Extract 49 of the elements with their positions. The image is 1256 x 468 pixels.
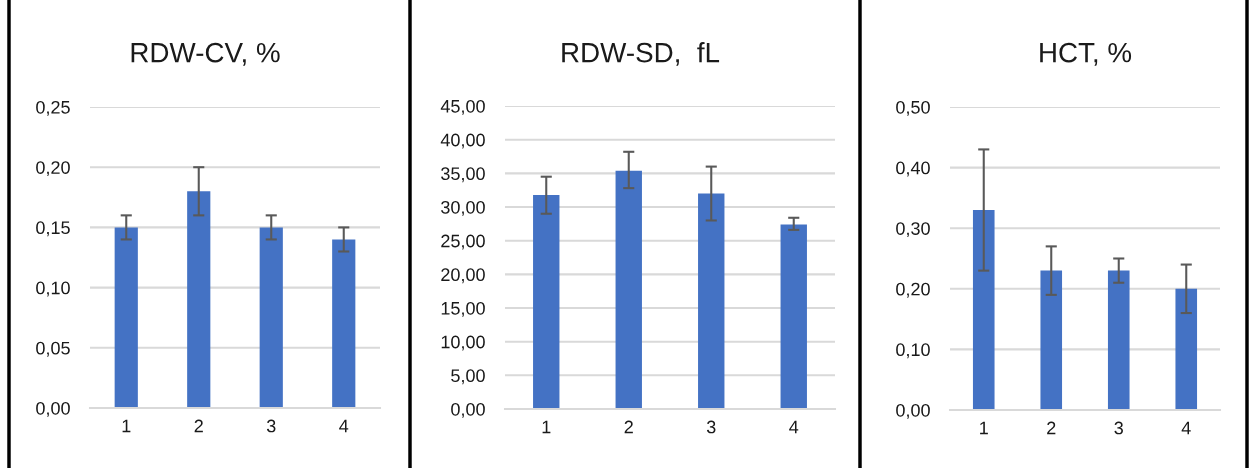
x-tick-label: 1 xyxy=(980,421,988,435)
y-tick-label: 0,05 xyxy=(36,341,70,357)
y-tick-label: 0,10 xyxy=(36,281,70,297)
bar xyxy=(259,227,283,408)
x-tick-label: 3 xyxy=(706,420,716,434)
y-tick-label: 15,00 xyxy=(441,301,485,317)
y-tick-label: 25,00 xyxy=(441,234,485,250)
x-tick-label: 2 xyxy=(1047,421,1056,435)
bar xyxy=(1175,288,1198,410)
chart-title: RDW-CV, % xyxy=(131,42,280,66)
y-tick-label: 0,10 xyxy=(896,343,930,359)
x-tick-label: 1 xyxy=(122,419,131,433)
x-tick-label: 2 xyxy=(624,420,633,434)
x-tick-label: 4 xyxy=(1181,421,1191,435)
bar xyxy=(332,239,356,408)
y-tick-label: 0,20 xyxy=(36,161,70,177)
y-tick-label: 30,00 xyxy=(441,200,485,216)
bar xyxy=(533,194,560,409)
x-tick-label: 2 xyxy=(194,419,203,433)
y-tick-label: 10,00 xyxy=(441,335,485,351)
y-tick-label: 5,00 xyxy=(451,369,485,385)
bar xyxy=(972,210,995,410)
y-tick-label: 0,40 xyxy=(896,161,930,177)
x-tick-label: 3 xyxy=(266,419,276,433)
bar xyxy=(187,191,211,408)
y-tick-label: 0,50 xyxy=(896,100,930,116)
y-tick-label: 20,00 xyxy=(441,268,485,284)
y-tick-label: 0,25 xyxy=(36,100,70,116)
y-tick-label: 40,00 xyxy=(440,133,485,149)
y-tick-label: 0,15 xyxy=(36,221,70,237)
x-tick-label: 4 xyxy=(789,420,799,434)
bar xyxy=(1040,270,1063,410)
bar xyxy=(780,224,807,409)
y-tick-label: 0,00 xyxy=(896,403,930,419)
x-tick-label: 4 xyxy=(339,419,349,433)
chart-title: RDW-SD, fL xyxy=(562,42,720,66)
x-tick-label: 1 xyxy=(542,420,551,434)
bar xyxy=(1107,270,1130,410)
x-tick-label: 3 xyxy=(1114,421,1123,435)
y-tick-label: 45,00 xyxy=(440,99,485,115)
bar xyxy=(698,193,725,409)
chart-title: HCT, % xyxy=(1040,42,1132,66)
y-tick-label: 0,00 xyxy=(36,401,70,417)
y-tick-label: 0,00 xyxy=(451,402,485,418)
y-tick-label: 0,20 xyxy=(896,282,930,298)
bar xyxy=(615,170,642,409)
y-tick-label: 35,00 xyxy=(441,167,485,183)
y-tick-label: 0,30 xyxy=(896,222,930,238)
bar xyxy=(114,227,138,408)
